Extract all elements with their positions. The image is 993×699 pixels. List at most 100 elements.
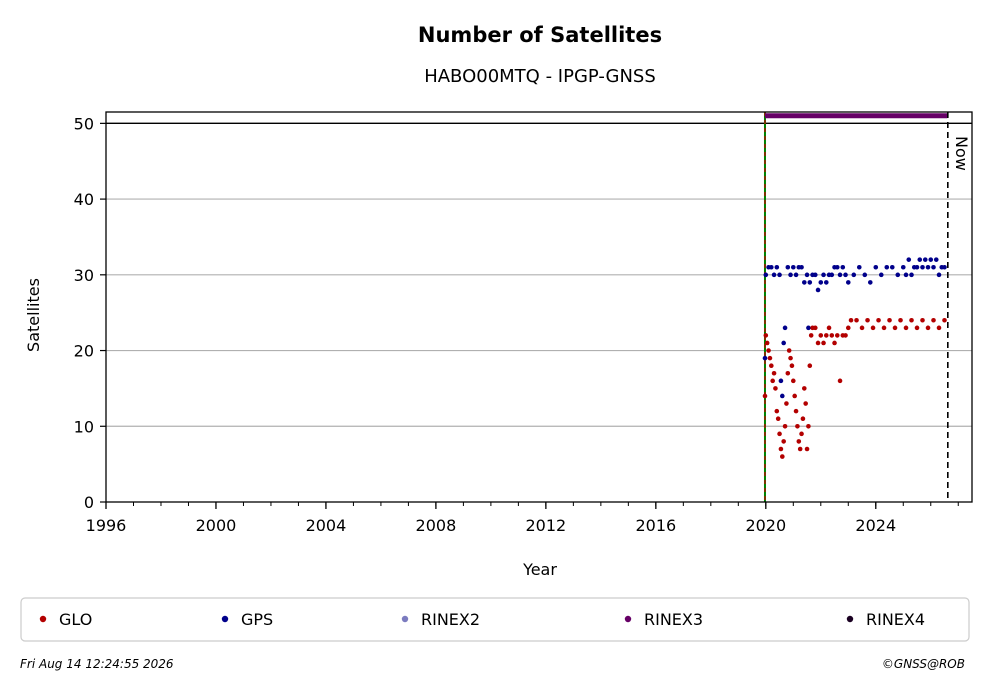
point-glo — [876, 317, 881, 323]
point-gps — [862, 272, 868, 278]
point-glo — [837, 378, 843, 384]
point-glo — [763, 333, 769, 338]
point-glo — [808, 333, 814, 338]
point-glo — [812, 325, 818, 331]
legend-marker-rinex4 — [846, 615, 854, 623]
point-gps — [782, 325, 788, 331]
point-gps — [806, 325, 811, 331]
point-gps — [851, 272, 857, 278]
point-gps — [804, 272, 810, 278]
y-tick-label: 0 — [84, 493, 94, 512]
legend-box — [20, 597, 970, 642]
point-glo — [892, 325, 898, 331]
point-glo — [777, 431, 782, 437]
point-glo — [775, 416, 781, 421]
point-glo — [784, 401, 789, 406]
point-gps — [840, 264, 846, 270]
point-glo — [931, 317, 936, 323]
point-gps — [942, 264, 947, 270]
now-label: Now — [952, 136, 971, 171]
point-gps — [931, 264, 936, 270]
point-glo — [818, 333, 824, 338]
point-glo — [848, 317, 854, 323]
point-glo — [815, 340, 821, 346]
point-glo — [800, 416, 806, 421]
plot-frame — [105, 111, 973, 503]
point-glo — [799, 431, 804, 437]
point-glo — [801, 386, 807, 391]
point-gps — [793, 272, 799, 278]
point-gps — [895, 272, 901, 278]
point-gps — [834, 264, 840, 270]
point-gps — [801, 280, 807, 285]
point-glo — [796, 439, 802, 444]
point-gps — [781, 340, 786, 346]
x-tick-label: 2008 — [416, 516, 457, 535]
point-gps — [788, 272, 793, 278]
point-glo — [803, 401, 808, 406]
x-tick-label: 2012 — [526, 516, 567, 535]
point-glo — [942, 317, 947, 323]
point-glo — [823, 333, 829, 338]
point-gps — [778, 378, 784, 384]
point-gps — [812, 272, 818, 278]
point-glo — [792, 393, 797, 399]
legend-marker-rinex2 — [401, 615, 409, 623]
footer-timestamp: Fri Aug 14 12:24:55 2026 — [20, 657, 174, 671]
x-tick-label: 2024 — [855, 516, 896, 535]
x-tick-label: 2004 — [306, 516, 347, 535]
x-axis-label: Year — [522, 560, 557, 579]
point-gps — [777, 272, 782, 278]
point-gps — [780, 393, 785, 399]
point-glo — [764, 340, 770, 346]
point-gps — [933, 257, 939, 262]
x-tick-label: 1996 — [86, 516, 127, 535]
point-gps — [829, 272, 835, 278]
point-glo — [914, 325, 920, 331]
point-gps — [922, 257, 928, 262]
point-gps — [878, 272, 884, 278]
point-glo — [807, 363, 813, 368]
legend-marker-gps — [221, 615, 229, 623]
point-glo — [793, 408, 799, 414]
point-gps — [823, 280, 829, 285]
point-gps — [762, 355, 768, 361]
point-gps — [807, 280, 813, 285]
point-gps — [818, 280, 824, 285]
point-glo — [797, 446, 803, 452]
x-tick-label: 2016 — [635, 516, 676, 535]
point-glo — [769, 363, 774, 368]
point-glo — [788, 355, 793, 361]
legend-label-rinex4: RINEX4 — [866, 610, 925, 629]
point-glo — [829, 333, 835, 338]
point-glo — [854, 317, 859, 323]
point-glo — [789, 363, 795, 368]
point-glo — [770, 378, 775, 384]
y-tick-label: 20 — [74, 342, 94, 361]
point-glo — [821, 340, 826, 346]
point-gps — [909, 272, 914, 278]
x-tick-label: 2000 — [196, 516, 237, 535]
point-gps — [867, 280, 873, 285]
y-tick-label: 50 — [74, 114, 94, 133]
point-glo — [925, 325, 931, 331]
point-gps — [920, 264, 925, 270]
point-gps — [843, 272, 848, 278]
point-gps — [900, 264, 906, 270]
chart-title: Number of Satellites — [418, 23, 662, 47]
point-gps — [769, 264, 774, 270]
point-glo — [781, 439, 786, 444]
point-glo — [791, 378, 796, 384]
chart-subtitle: HABO00MTQ - IPGP-GNSS — [424, 66, 656, 87]
y-tick-label: 10 — [74, 417, 94, 436]
point-gps — [763, 272, 769, 278]
point-glo — [865, 317, 870, 323]
legend-label-rinex2: RINEX2 — [421, 610, 480, 629]
point-glo — [771, 370, 777, 376]
point-glo — [843, 333, 848, 338]
point-glo — [870, 325, 876, 331]
y-axis-label: Satellites — [24, 278, 43, 352]
point-gps — [873, 264, 879, 270]
point-gps — [845, 280, 851, 285]
